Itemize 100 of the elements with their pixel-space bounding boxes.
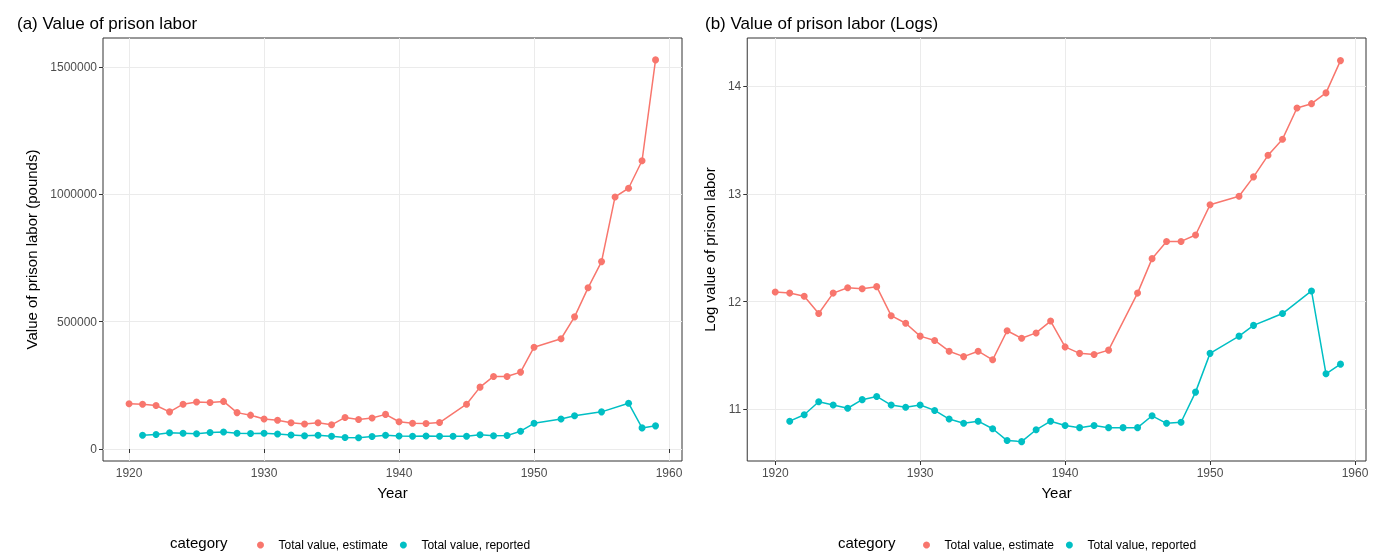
y-tick-label: 1500000 [50, 60, 98, 75]
point [517, 427, 525, 435]
point [125, 400, 133, 408]
point [902, 403, 910, 411]
point [800, 411, 808, 419]
point [206, 398, 214, 406]
x-tick-label: 1920 [115, 466, 143, 480]
point [571, 412, 579, 420]
point [490, 432, 498, 440]
point [1308, 287, 1315, 295]
point [287, 419, 295, 427]
point [166, 429, 174, 437]
point [220, 397, 228, 405]
y-tick-label: 14 [727, 79, 742, 94]
x-tick-label: 1960 [1341, 466, 1369, 480]
point [436, 432, 444, 440]
point [1090, 350, 1098, 358]
point [409, 432, 417, 440]
point [355, 434, 363, 442]
point [1337, 360, 1344, 368]
point [571, 313, 579, 321]
point [916, 332, 924, 340]
x-axis-title: Year [377, 484, 408, 501]
point [873, 283, 881, 291]
legend-label: Total value, estimate [278, 538, 389, 552]
point [274, 416, 282, 424]
point [1076, 349, 1084, 357]
point [274, 430, 282, 438]
point [598, 408, 606, 416]
point [1148, 412, 1156, 420]
point [786, 289, 794, 297]
point [1177, 418, 1185, 426]
point [517, 368, 525, 376]
y-tick-label: 12 [727, 294, 742, 309]
chart-title: (b) Value of prison labor (Logs) [705, 14, 939, 33]
point [490, 372, 498, 380]
point [1192, 231, 1200, 239]
point [449, 432, 457, 440]
point [301, 420, 309, 428]
point [1322, 370, 1330, 378]
point [931, 336, 939, 344]
point [800, 292, 808, 300]
y-axis-title: Value of prison labor (pounds) [23, 149, 41, 350]
x-tick-label: 1940 [385, 466, 413, 480]
legend-label: Total value, reported [1087, 538, 1197, 552]
point [625, 184, 633, 192]
point [355, 415, 363, 423]
point [422, 420, 430, 428]
chart-title: (a) Value of prison labor [17, 14, 198, 33]
point [1308, 100, 1315, 108]
point [260, 429, 268, 437]
point [382, 410, 390, 418]
point [1003, 437, 1011, 445]
point [916, 401, 924, 409]
point [1047, 417, 1055, 425]
point [247, 430, 255, 437]
point [771, 288, 779, 296]
point [206, 428, 214, 436]
point [503, 372, 511, 380]
x-tick-label: 1950 [520, 466, 548, 480]
y-tick-label: 13 [727, 187, 742, 202]
point [887, 312, 895, 320]
point [1134, 289, 1142, 297]
point [989, 356, 997, 364]
point [193, 398, 201, 406]
point [1337, 57, 1344, 65]
legend-title: category [838, 534, 897, 551]
point [1192, 388, 1200, 396]
y-tick-label: 0 [90, 442, 98, 457]
point [1105, 346, 1113, 354]
point [152, 401, 160, 409]
point [945, 347, 953, 355]
point [436, 419, 444, 427]
x-tick-label: 1930 [906, 466, 934, 480]
x-tick-label: 1920 [761, 466, 789, 480]
point [1250, 173, 1258, 181]
point [557, 335, 565, 343]
point [139, 400, 147, 408]
point [858, 285, 866, 293]
point [844, 284, 852, 292]
point [598, 258, 606, 266]
point [341, 434, 349, 442]
point [382, 431, 390, 439]
point [584, 284, 592, 292]
point [960, 419, 968, 427]
point [341, 413, 349, 421]
point [829, 289, 837, 297]
point [960, 353, 968, 361]
point [314, 419, 322, 427]
point [786, 417, 794, 425]
point [1119, 424, 1127, 432]
point [1061, 421, 1069, 429]
point [974, 417, 982, 425]
point [829, 401, 837, 409]
point [1032, 426, 1040, 434]
point [1177, 237, 1185, 245]
point [1163, 419, 1171, 427]
point [1018, 438, 1026, 446]
point [476, 431, 484, 439]
point [815, 398, 823, 406]
